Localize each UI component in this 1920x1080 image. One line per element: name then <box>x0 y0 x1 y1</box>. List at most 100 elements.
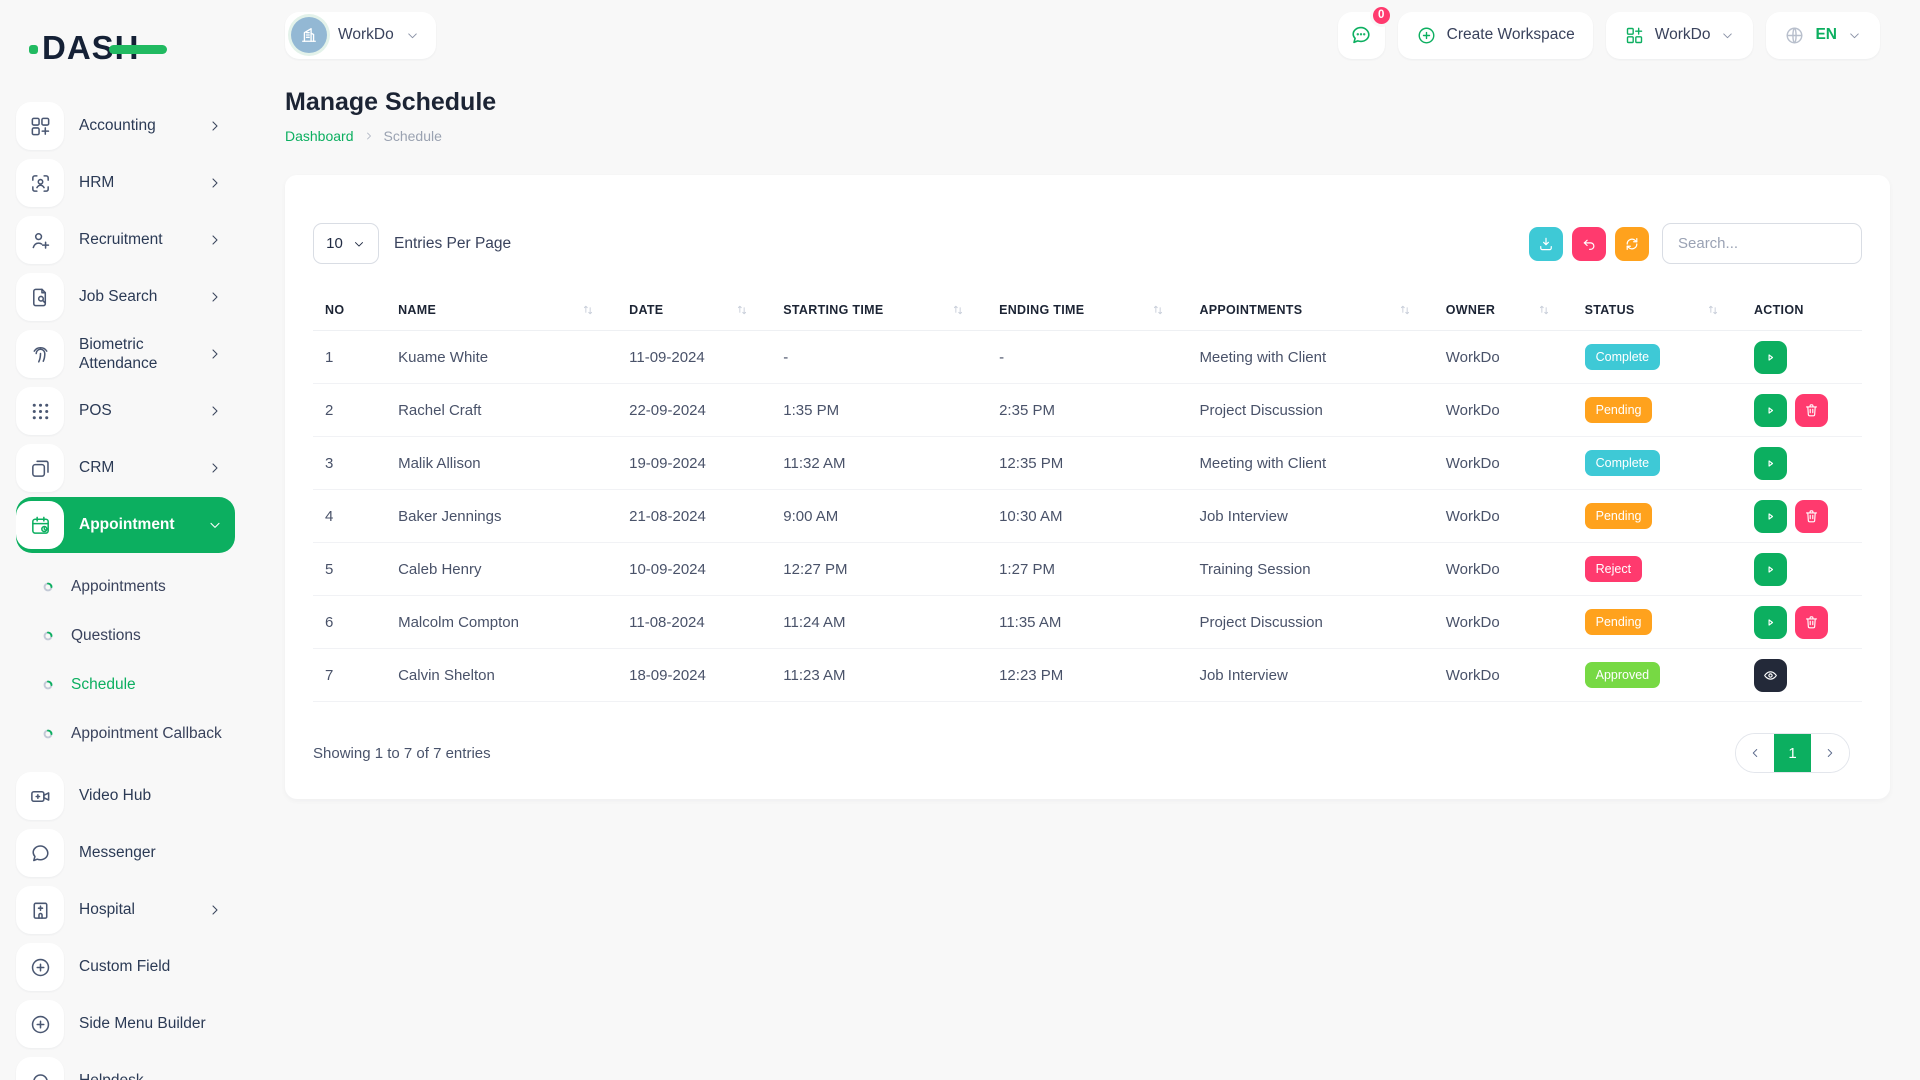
reset-button[interactable] <box>1572 226 1606 261</box>
schedule-card: 10 Entries Per Page NO NAME DATE STARTING T… <box>285 175 1890 799</box>
entries-per-page-select[interactable]: 10 <box>313 223 379 264</box>
cell-date: 10-09-2024 <box>621 542 776 596</box>
sidebar-item-label: Messenger <box>79 844 156 862</box>
open-button[interactable] <box>1753 499 1787 533</box>
export-button[interactable] <box>1529 226 1563 261</box>
sidebar-subitem-appointments[interactable]: Appointments <box>16 562 235 611</box>
helpdesk-icon <box>16 1057 64 1080</box>
sidebar-item-hrm[interactable]: HRM <box>16 155 235 211</box>
open-button[interactable] <box>1753 605 1787 639</box>
next-page-button[interactable] <box>1811 734 1849 772</box>
sidebar-item-biometric-attendance[interactable]: Biometric Attendance <box>16 326 235 382</box>
column-header-starting-time[interactable]: STARTING TIME <box>775 291 992 331</box>
create-workspace-button[interactable]: Create Workspace <box>1397 11 1593 59</box>
sidebar-item-label: Appointment <box>79 516 175 534</box>
chevron-right-icon <box>207 460 223 476</box>
sidebar-item-crm[interactable]: CRM <box>16 440 235 496</box>
column-header-owner[interactable]: OWNER <box>1437 291 1577 331</box>
sidebar-menu: Accounting HRM Recruitment Job Search Biomet… <box>0 94 245 1080</box>
view-button[interactable] <box>1753 658 1787 692</box>
language-label: EN <box>1815 26 1837 43</box>
sidebar-item-hospital[interactable]: Hospital <box>16 882 235 938</box>
sort-icon[interactable] <box>581 303 595 317</box>
sidebar-item-pos[interactable]: POS <box>16 383 235 439</box>
cell-no: 6 <box>313 595 391 649</box>
column-label: ACTION <box>1753 303 1804 317</box>
sidebar-item-messenger[interactable]: Messenger <box>16 825 235 881</box>
pos-icon <box>16 387 64 435</box>
sidebar-item-job-search[interactable]: Job Search <box>16 269 235 325</box>
cell-owner: WorkDo <box>1437 648 1577 702</box>
toolbar <box>1529 226 1649 261</box>
breadcrumb: Dashboard Schedule <box>285 128 1890 144</box>
sidebar-subitem-schedule[interactable]: Schedule <box>16 660 235 709</box>
cell-status: Complete <box>1576 436 1746 490</box>
delete-button[interactable] <box>1794 393 1828 427</box>
sort-icon[interactable] <box>735 303 749 317</box>
column-label: STARTING TIME <box>783 303 884 317</box>
column-header-action: ACTION <box>1745 291 1862 331</box>
column-header-no: NO <box>313 291 391 331</box>
breadcrumb-dashboard-link[interactable]: Dashboard <box>285 128 354 144</box>
sort-icon[interactable] <box>1537 303 1551 317</box>
sidebar-item-video-hub[interactable]: Video Hub <box>16 768 235 824</box>
sort-icon[interactable] <box>1398 303 1412 317</box>
sidebar-item-custom-field[interactable]: Custom Field <box>16 939 235 995</box>
status-badge: Complete <box>1584 344 1661 370</box>
open-button[interactable] <box>1753 552 1787 586</box>
sidebar-item-helpdesk[interactable]: Helpdesk <box>16 1053 235 1080</box>
page-title: Manage Schedule <box>285 88 497 116</box>
sidebar-subitem-questions[interactable]: Questions <box>16 611 235 660</box>
sidebar-item-label: HRM <box>79 174 115 192</box>
cell-end: 10:30 AM <box>991 489 1192 543</box>
create-workspace-label: Create Workspace <box>1446 26 1575 43</box>
sidebar-item-label: Custom Field <box>79 958 171 976</box>
messages-button[interactable]: 0 <box>1337 3 1393 59</box>
app-logo[interactable]: DASH <box>29 26 192 70</box>
cell-name: Malik Allison <box>390 436 622 490</box>
column-header-name[interactable]: NAME <box>390 291 622 331</box>
language-selector[interactable]: EN <box>1766 11 1880 59</box>
sort-icon[interactable] <box>1151 303 1165 317</box>
cell-date: 18-09-2024 <box>621 648 776 702</box>
workspace-selector[interactable]: WorkDo <box>285 11 436 59</box>
current-page-number[interactable]: 1 <box>1774 734 1811 772</box>
column-label: NAME <box>398 303 437 317</box>
cell-end: 11:35 AM <box>991 595 1192 649</box>
column-header-date[interactable]: DATE <box>621 291 776 331</box>
sidebar-subitem-appointment-callback[interactable]: Appointment Callback <box>16 709 235 758</box>
search-input[interactable] <box>1662 223 1862 264</box>
accounting-icon <box>16 102 64 150</box>
cell-status: Pending <box>1576 383 1746 437</box>
open-button[interactable] <box>1753 446 1787 480</box>
delete-button[interactable] <box>1794 499 1828 533</box>
biometric-icon <box>16 330 64 378</box>
sidebar-item-accounting[interactable]: Accounting <box>16 98 235 154</box>
cell-date: 19-09-2024 <box>621 436 776 490</box>
cell-status: Complete <box>1576 330 1746 384</box>
sort-icon[interactable] <box>951 303 965 317</box>
sidebar-item-recruitment[interactable]: Recruitment <box>16 212 235 268</box>
recruitment-icon <box>16 216 64 264</box>
column-header-status[interactable]: STATUS <box>1576 291 1746 331</box>
refresh-button[interactable] <box>1615 226 1649 261</box>
column-header-ending-time[interactable]: ENDING TIME <box>991 291 1192 331</box>
column-header-appointments[interactable]: APPOINTMENTS <box>1191 291 1438 331</box>
open-button[interactable] <box>1753 393 1787 427</box>
workspace-switcher[interactable]: WorkDo <box>1605 11 1754 59</box>
open-button[interactable] <box>1753 340 1787 374</box>
sidebar-item-label: Recruitment <box>79 231 163 249</box>
chevron-right-icon <box>207 902 223 918</box>
delete-button[interactable] <box>1794 605 1828 639</box>
hrm-icon <box>16 159 64 207</box>
table-header-row: NO NAME DATE STARTING TIME ENDING TIME APPOIN… <box>313 291 1862 331</box>
column-label: STATUS <box>1584 303 1635 317</box>
sidebar-subitem-label: Appointments <box>71 577 166 595</box>
sidebar-item-side-menu-builder[interactable]: Side Menu Builder <box>16 996 235 1052</box>
sidebar-item-appointment[interactable]: Appointment <box>16 497 235 553</box>
sidebar-item-label: CRM <box>79 459 115 477</box>
logo-accent-bar <box>109 45 167 54</box>
bullet-icon <box>42 630 54 642</box>
sort-icon[interactable] <box>1706 303 1720 317</box>
previous-page-button[interactable] <box>1736 734 1774 772</box>
